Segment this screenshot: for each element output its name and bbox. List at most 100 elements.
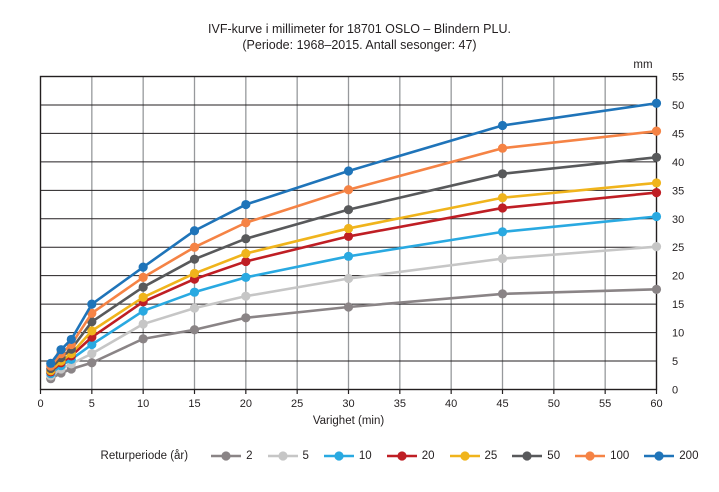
legend-label: 2 bbox=[246, 450, 253, 462]
data-point-5 bbox=[241, 291, 251, 301]
data-point-2 bbox=[651, 284, 662, 294]
x-tick-label: 15 bbox=[188, 398, 200, 410]
data-point-50 bbox=[343, 205, 354, 215]
x-tick-label: 55 bbox=[599, 398, 611, 410]
legend-marker-icon bbox=[211, 451, 242, 461]
data-point-20 bbox=[343, 231, 354, 242]
data-point-10 bbox=[241, 272, 251, 282]
data-point-200 bbox=[497, 120, 508, 131]
data-point-5 bbox=[343, 273, 354, 284]
series-line-2 bbox=[49, 288, 658, 380]
data-point-100 bbox=[138, 272, 148, 282]
data-point-25 bbox=[651, 178, 662, 188]
data-point-100 bbox=[189, 242, 200, 252]
data-point-100 bbox=[497, 143, 508, 153]
chart-title-line1: IVF-kurve i millimeter for 18701 OSLO – … bbox=[208, 22, 511, 36]
chart-title-line2: (Periode: 1968–2015. Antall sesonger: 47… bbox=[242, 38, 477, 52]
data-point-10 bbox=[138, 306, 148, 316]
y-tick-label: 5 bbox=[672, 356, 678, 368]
legend-item-2: 2 bbox=[210, 450, 253, 462]
legend-label: 20 bbox=[421, 450, 435, 462]
chart-title: IVF-kurve i millimeter for 18701 OSLO – … bbox=[0, 21, 719, 53]
data-point-10 bbox=[189, 287, 200, 297]
data-point-200 bbox=[241, 199, 251, 210]
legend-label: 50 bbox=[547, 450, 561, 462]
legend-marker-icon bbox=[449, 451, 480, 461]
data-point-50 bbox=[651, 152, 662, 162]
x-tick-label: 40 bbox=[445, 398, 457, 410]
data-point-25 bbox=[189, 268, 200, 279]
series-line-20 bbox=[49, 191, 658, 374]
legend-label: 25 bbox=[484, 450, 498, 462]
legend-label: 100 bbox=[610, 450, 630, 462]
legend-item-50: 50 bbox=[511, 450, 560, 462]
data-point-5 bbox=[138, 319, 148, 329]
x-tick-label: 5 bbox=[89, 398, 95, 410]
y-tick-label: 20 bbox=[672, 271, 684, 283]
legend-dot bbox=[459, 451, 470, 461]
data-point-200 bbox=[46, 358, 56, 368]
y-axis-unit-label: mm bbox=[633, 59, 652, 71]
x-tick-label: 60 bbox=[650, 398, 662, 410]
series-line-25 bbox=[49, 181, 658, 373]
data-point-25 bbox=[87, 326, 97, 336]
data-point-100 bbox=[651, 126, 662, 136]
legend-item-25: 25 bbox=[449, 450, 498, 462]
data-point-50 bbox=[138, 282, 148, 292]
legend-marker-icon bbox=[512, 451, 543, 461]
data-point-50 bbox=[189, 254, 200, 264]
y-tick-label: 25 bbox=[672, 242, 684, 254]
x-tick-label: 0 bbox=[37, 398, 43, 410]
data-point-200 bbox=[189, 226, 200, 236]
legend-dot bbox=[334, 451, 344, 461]
legend-dot bbox=[277, 451, 288, 461]
x-tick-label: 10 bbox=[137, 398, 149, 410]
data-point-20 bbox=[497, 203, 508, 213]
data-point-25 bbox=[241, 248, 251, 259]
data-point-5 bbox=[651, 242, 662, 252]
series-line-200 bbox=[49, 101, 658, 365]
x-tick-label: 35 bbox=[394, 398, 406, 410]
data-point-5 bbox=[497, 254, 508, 264]
data-point-2 bbox=[343, 302, 354, 312]
x-tick-label: 30 bbox=[342, 398, 354, 410]
chart-legend: Returperiode (år) 2 5 10 20 25 50 100 200 bbox=[80, 446, 719, 466]
series-line-5 bbox=[49, 245, 658, 378]
data-point-2 bbox=[138, 334, 148, 344]
data-point-200 bbox=[138, 262, 148, 272]
data-point-10 bbox=[497, 227, 508, 237]
data-point-10 bbox=[651, 211, 662, 222]
data-point-2 bbox=[189, 325, 200, 335]
data-point-5 bbox=[189, 303, 200, 313]
legend-dot bbox=[654, 451, 664, 461]
data-point-25 bbox=[343, 223, 354, 234]
y-tick-label: 0 bbox=[672, 385, 678, 397]
data-point-50 bbox=[497, 169, 508, 179]
data-point-50 bbox=[241, 234, 251, 244]
series-line-50 bbox=[49, 156, 658, 370]
legend-marker-icon bbox=[323, 451, 354, 461]
x-axis-label: Varighet (min) bbox=[313, 415, 385, 427]
data-point-10 bbox=[343, 251, 354, 261]
data-point-200 bbox=[56, 345, 66, 355]
data-point-20 bbox=[241, 256, 251, 267]
x-tick-label: 50 bbox=[548, 398, 560, 410]
legend-marker-icon bbox=[575, 451, 606, 461]
legend-item-5: 5 bbox=[267, 450, 309, 462]
data-point-200 bbox=[66, 334, 76, 345]
y-tick-label: 40 bbox=[672, 157, 684, 169]
data-point-50 bbox=[87, 317, 97, 327]
y-tick-label: 15 bbox=[672, 299, 684, 311]
legend-item-100: 100 bbox=[574, 450, 629, 462]
y-tick-label: 50 bbox=[672, 100, 684, 112]
x-tick-label: 20 bbox=[240, 398, 252, 410]
data-point-25 bbox=[138, 292, 148, 302]
data-point-200 bbox=[343, 166, 354, 176]
data-point-100 bbox=[343, 185, 354, 195]
legend-marker-icon bbox=[644, 451, 675, 461]
legend-marker-icon bbox=[386, 451, 417, 461]
legend-dot bbox=[585, 451, 595, 461]
data-point-2 bbox=[87, 358, 97, 368]
data-point-10 bbox=[87, 339, 97, 350]
